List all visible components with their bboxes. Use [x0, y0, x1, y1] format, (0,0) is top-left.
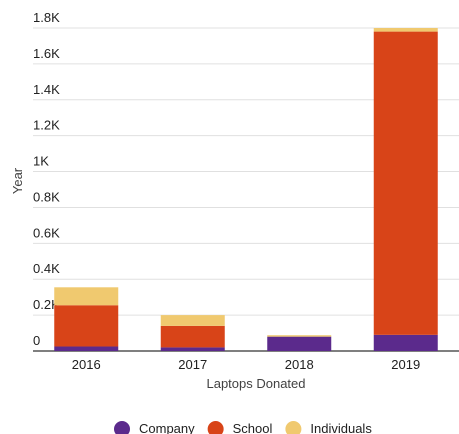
legend-label-company: Company: [139, 421, 195, 434]
bar-company-2016: [54, 346, 119, 351]
bar-school-2017: [160, 325, 225, 348]
x-tick-label: 2017: [178, 357, 207, 372]
x-axis-title: Laptops Donated: [206, 376, 305, 391]
legend-swatch-individuals: [285, 421, 302, 434]
y-tick-label: 1.8K: [33, 10, 60, 25]
y-tick-label: 1K: [33, 154, 49, 169]
legend-label-school: School: [233, 421, 273, 434]
y-tick-label: 1.4K: [33, 82, 60, 97]
bar-individuals-2016: [54, 287, 119, 306]
bar-school-2019: [373, 31, 438, 335]
x-tick-label: 2016: [72, 357, 101, 372]
bar-company-2018: [267, 336, 332, 351]
y-tick-label: 1.2K: [33, 118, 60, 133]
bar-company-2019: [373, 334, 438, 351]
bar-company-2017: [160, 347, 225, 351]
bar-individuals-2017: [160, 315, 225, 326]
legend: Company School Individuals: [114, 421, 372, 434]
legend-label-individuals: Individuals: [310, 421, 372, 434]
bar-individuals-2018: [267, 335, 332, 337]
y-tick-label: 0.4K: [33, 261, 60, 276]
y-tick-label: 0.2K: [33, 297, 60, 312]
bars: [54, 28, 438, 351]
x-tick-label: 2019: [391, 357, 420, 372]
y-tick-label: 1.6K: [33, 46, 60, 61]
y-tick-label: 0.8K: [33, 189, 60, 204]
bar-school-2016: [54, 305, 119, 347]
bar-individuals-2019: [373, 28, 438, 32]
y-tick-label: 0: [33, 333, 40, 348]
y-axis-ticks: 0 0.2K 0.4K 0.6K 0.8K 1K 1.2K 1.4K 1.6K 1.8K: [33, 10, 60, 348]
x-tick-label: 2018: [285, 357, 314, 372]
legend-swatch-company: [114, 421, 130, 434]
legend-swatch-school: [207, 421, 224, 434]
x-axis-ticks: 2016 2017 2018 2019: [72, 357, 420, 372]
y-axis-title: Year: [10, 167, 25, 194]
y-tick-label: 0.6K: [33, 225, 60, 240]
